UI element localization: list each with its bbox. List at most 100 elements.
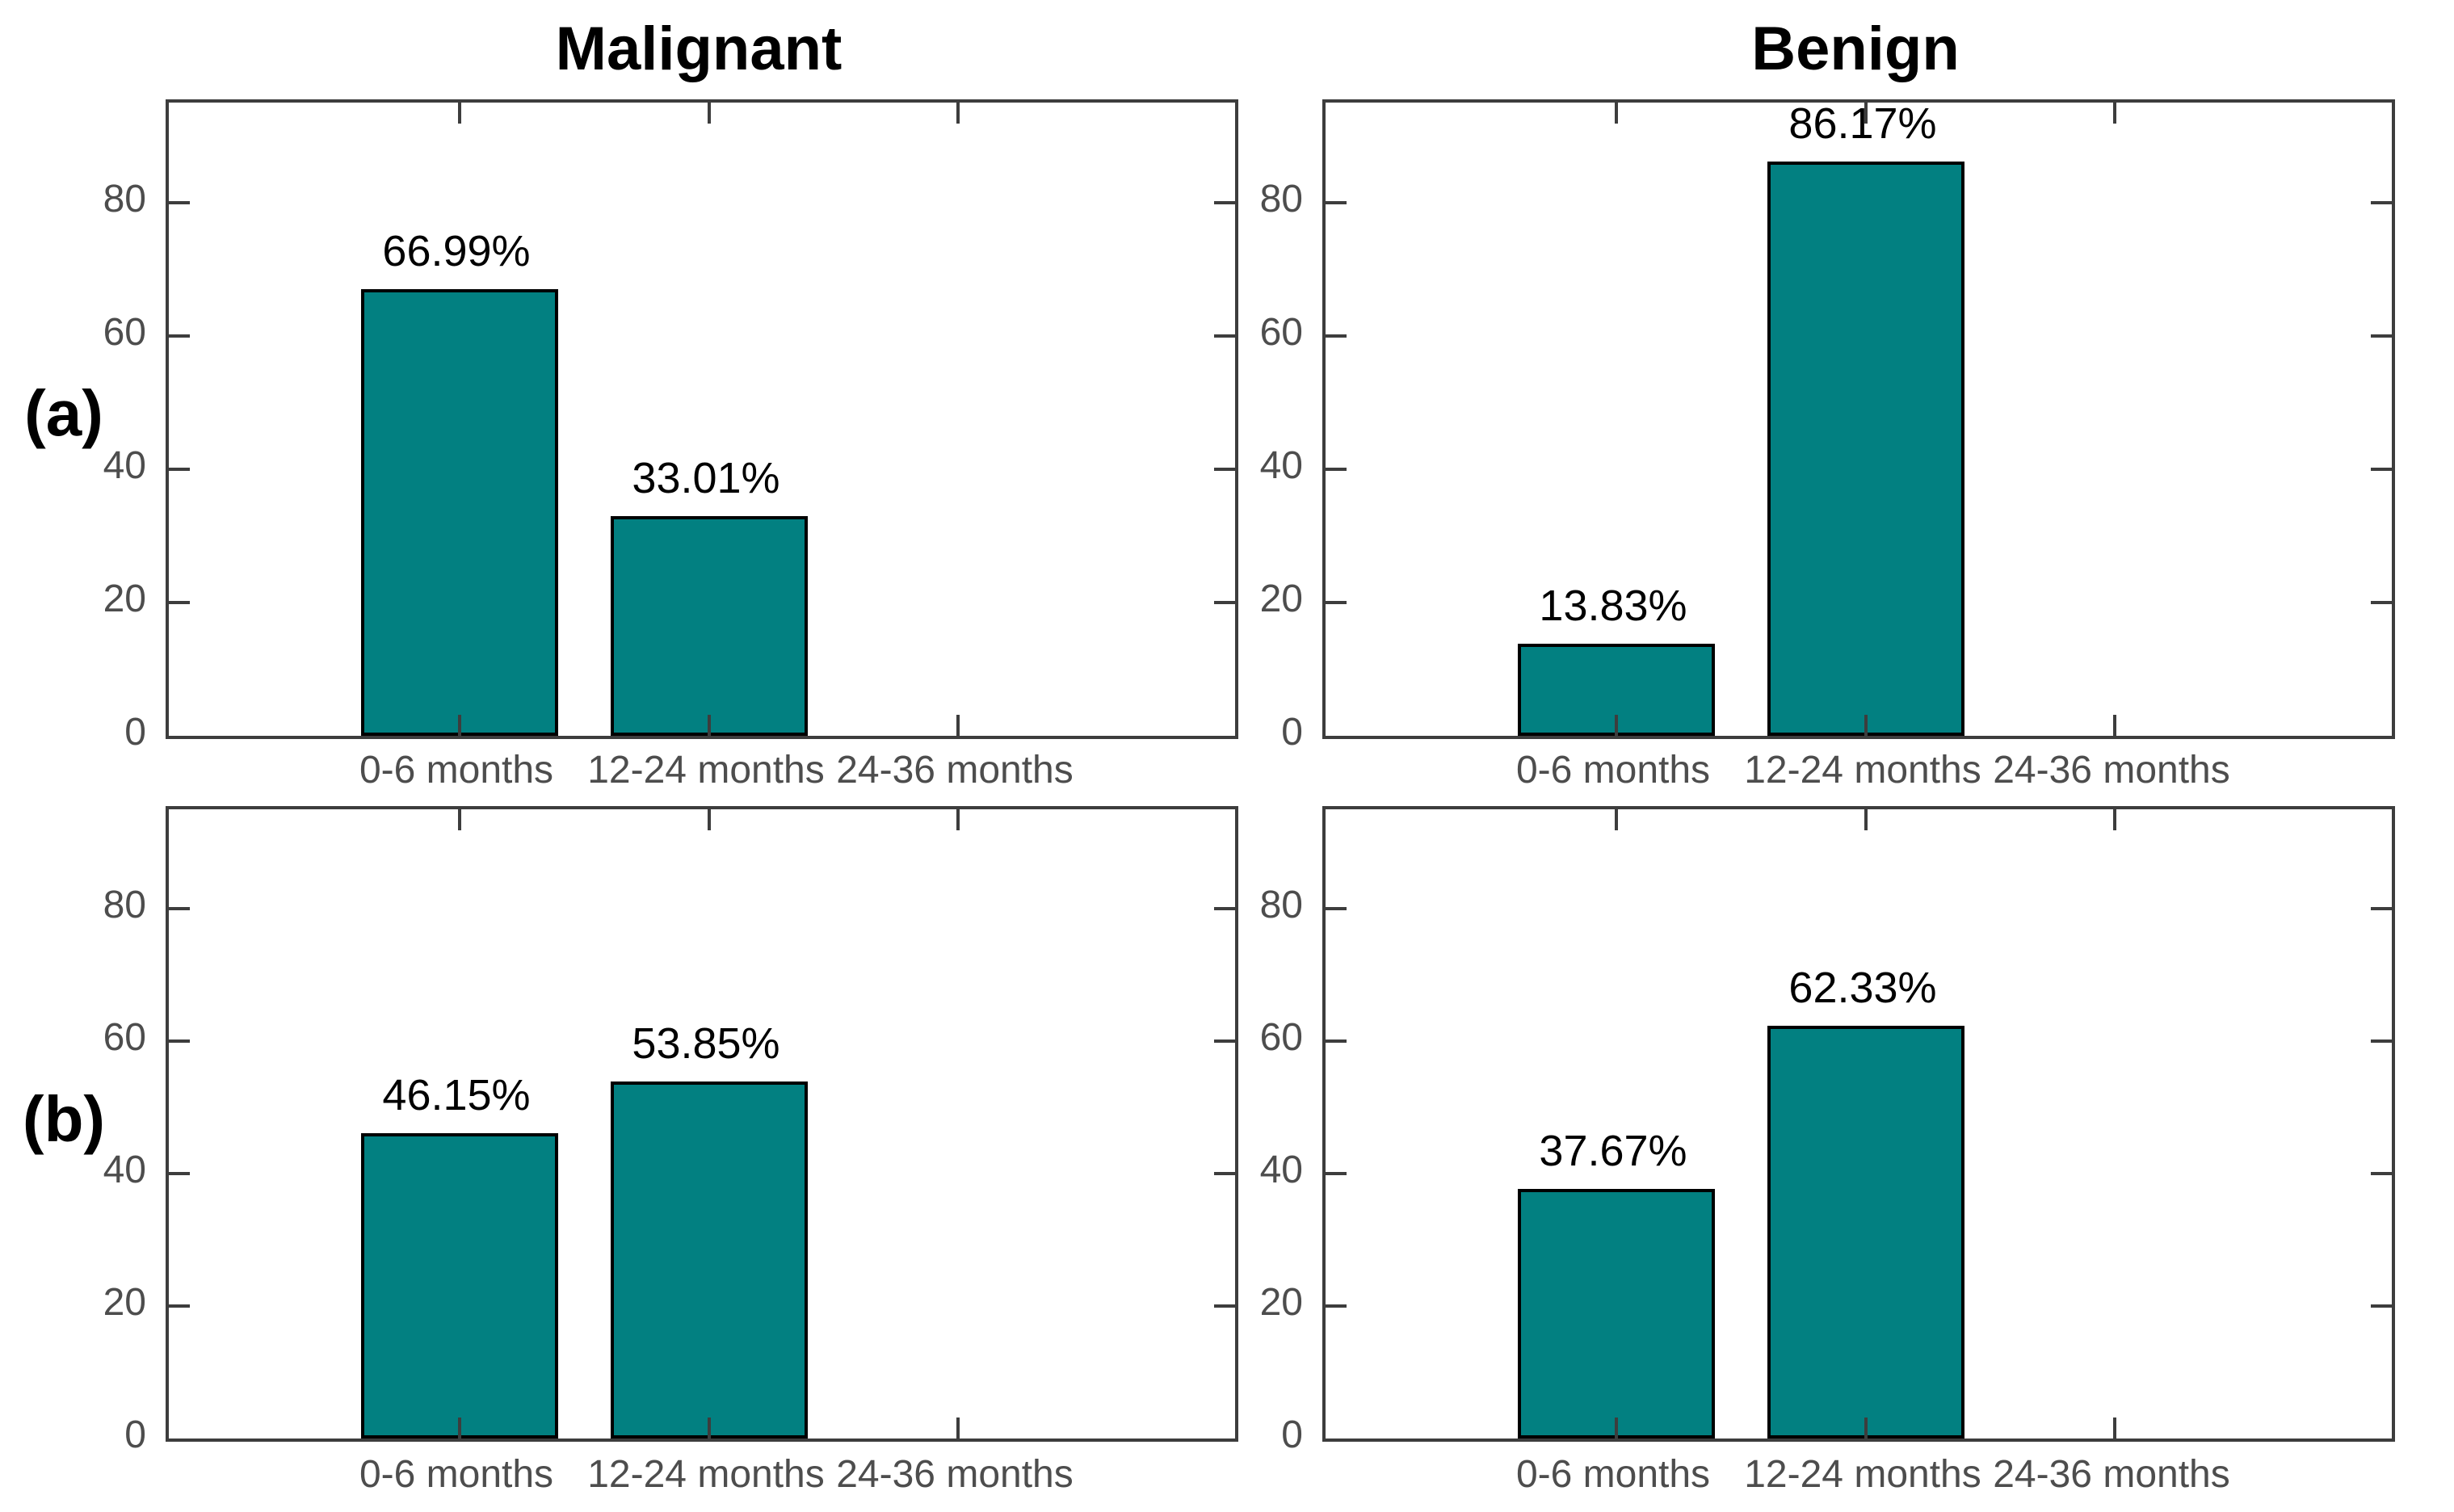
y-tick-label: 0 — [1281, 711, 1303, 754]
y-tick-label: 0 — [124, 1413, 146, 1456]
y-tick-label: 40 — [103, 444, 146, 487]
x-tick-label: 12-24 months — [587, 1453, 825, 1496]
chart-title-top-right: Benign — [1751, 15, 1960, 83]
y-tick-label: 20 — [1259, 1281, 1303, 1324]
y-axis-tick — [1326, 334, 1347, 338]
bar-bottom-right-cat2 — [1767, 1026, 1964, 1438]
bar-value-label: 33.01% — [632, 454, 780, 502]
x-tick-label: 0-6 months — [1515, 749, 1711, 792]
y-axis-tick-right — [2371, 468, 2392, 471]
y-axis-tick — [169, 601, 190, 604]
y-tick-label: 40 — [1259, 444, 1303, 487]
x-axis-tick-top — [2113, 809, 2116, 830]
y-axis-tick-right — [2371, 907, 2392, 910]
bar-value-label: 13.83% — [1539, 582, 1687, 630]
y-axis-tick — [169, 334, 190, 338]
x-axis-tick — [458, 715, 461, 736]
x-axis-tick-top — [708, 809, 711, 830]
x-axis-tick — [1864, 1418, 1868, 1438]
bar-bottom-right-cat1 — [1518, 1189, 1715, 1438]
x-axis-tick — [1615, 715, 1618, 736]
x-tick-label: 12-24 months — [1744, 1453, 1981, 1496]
y-axis-tick-right — [2371, 1172, 2392, 1175]
bar-value-label: 66.99% — [382, 227, 531, 275]
y-axis-tick — [169, 1040, 190, 1043]
x-axis-tick-top — [458, 809, 461, 830]
bar-bottom-left-cat2 — [611, 1082, 808, 1438]
x-tick-label: 24-36 months — [1993, 749, 2230, 792]
y-axis-tick-right — [1214, 1172, 1235, 1175]
y-tick-label: 0 — [124, 711, 146, 754]
y-tick-label: 40 — [103, 1149, 146, 1191]
x-axis-tick-top — [956, 809, 960, 830]
x-tick-label: 0-6 months — [359, 749, 554, 792]
x-axis-tick-top — [458, 103, 461, 124]
y-tick-label: 80 — [103, 884, 146, 926]
row-label-b: (b) — [22, 1083, 106, 1155]
y-tick-label: 60 — [1259, 311, 1303, 354]
y-tick-label: 60 — [1259, 1016, 1303, 1059]
y-axis-tick-right — [1214, 468, 1235, 471]
x-axis-tick-top — [1615, 809, 1618, 830]
y-axis-tick — [1326, 468, 1347, 471]
x-axis-tick — [708, 715, 711, 736]
y-axis-tick-right — [1214, 334, 1235, 338]
y-tick-label: 20 — [103, 1281, 146, 1324]
bar-value-label: 86.17% — [1788, 99, 1937, 148]
y-axis-tick — [169, 1172, 190, 1175]
y-axis-tick — [1326, 1304, 1347, 1308]
chart-title-top-left: Malignant — [555, 15, 843, 83]
y-tick-label: 0 — [1281, 1413, 1303, 1456]
x-tick-label: 12-24 months — [587, 749, 825, 792]
y-axis-tick-right — [1214, 601, 1235, 604]
y-axis-tick — [169, 201, 190, 204]
plot-area-bottom-right — [1322, 806, 2395, 1442]
y-tick-label: 80 — [1259, 884, 1303, 926]
x-axis-tick — [1615, 1418, 1618, 1438]
y-tick-label: 60 — [103, 311, 146, 354]
y-axis-tick-right — [1214, 1040, 1235, 1043]
plot-area-bottom-left — [166, 806, 1238, 1442]
plot-area-top-right — [1322, 99, 2395, 739]
x-axis-tick — [708, 1418, 711, 1438]
x-axis-tick-top — [1864, 809, 1868, 830]
plot-area-top-left — [166, 99, 1238, 739]
x-axis-tick — [2113, 1418, 2116, 1438]
y-tick-label: 80 — [103, 178, 146, 220]
y-axis-tick — [169, 468, 190, 471]
x-axis-tick — [458, 1418, 461, 1438]
x-axis-tick-top — [2113, 103, 2116, 124]
y-axis-tick — [169, 907, 190, 910]
x-axis-tick-top — [1864, 103, 1868, 124]
x-tick-label: 0-6 months — [1515, 1453, 1711, 1496]
x-tick-label: 24-36 months — [836, 749, 1074, 792]
y-axis-tick-right — [1214, 1304, 1235, 1308]
x-axis-tick — [2113, 715, 2116, 736]
y-axis-tick-right — [2371, 1304, 2392, 1308]
row-label-a: (a) — [24, 377, 103, 449]
y-axis-tick — [1326, 907, 1347, 910]
bar-value-label: 62.33% — [1788, 964, 1937, 1012]
y-axis-tick — [1326, 1040, 1347, 1043]
y-axis-tick-right — [2371, 601, 2392, 604]
x-tick-label: 24-36 months — [1993, 1453, 2230, 1496]
bar-top-left-cat1 — [361, 289, 558, 736]
x-axis-tick-top — [1615, 103, 1618, 124]
y-tick-label: 20 — [103, 578, 146, 620]
bar-value-label: 46.15% — [382, 1071, 531, 1119]
y-axis-tick — [1326, 1172, 1347, 1175]
bar-bottom-left-cat1 — [361, 1133, 558, 1438]
y-tick-label: 60 — [103, 1016, 146, 1059]
y-axis-tick-right — [1214, 201, 1235, 204]
y-axis-tick — [1326, 601, 1347, 604]
x-axis-tick-top — [956, 103, 960, 124]
x-tick-label: 12-24 months — [1744, 749, 1981, 792]
y-axis-tick-right — [2371, 334, 2392, 338]
y-tick-label: 80 — [1259, 178, 1303, 220]
y-axis-tick-right — [1214, 907, 1235, 910]
y-axis-tick — [1326, 201, 1347, 204]
x-axis-tick — [1864, 715, 1868, 736]
bar-value-label: 53.85% — [632, 1019, 780, 1068]
bar-top-right-cat2 — [1767, 162, 1964, 736]
y-axis-tick-right — [2371, 201, 2392, 204]
